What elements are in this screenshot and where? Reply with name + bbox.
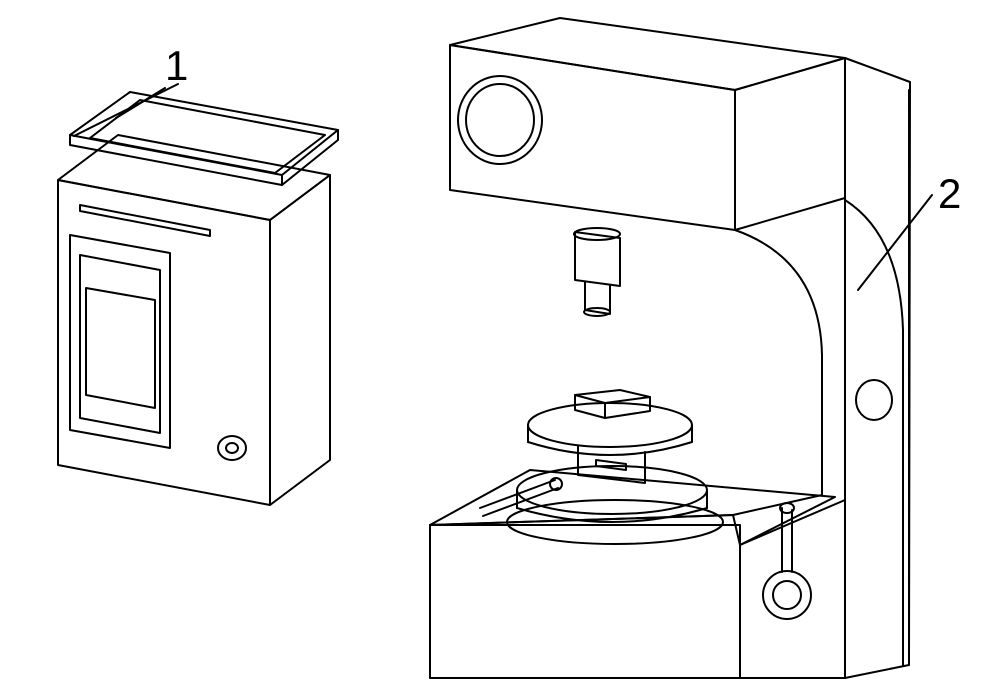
label-2: 2 — [938, 170, 961, 218]
hardness-tester — [430, 18, 910, 678]
technical-diagram: 1 2 — [0, 0, 1000, 695]
diagram-svg — [0, 0, 1000, 695]
label-1: 1 — [165, 42, 188, 90]
control-box — [58, 92, 338, 505]
leader-lines — [74, 84, 932, 290]
